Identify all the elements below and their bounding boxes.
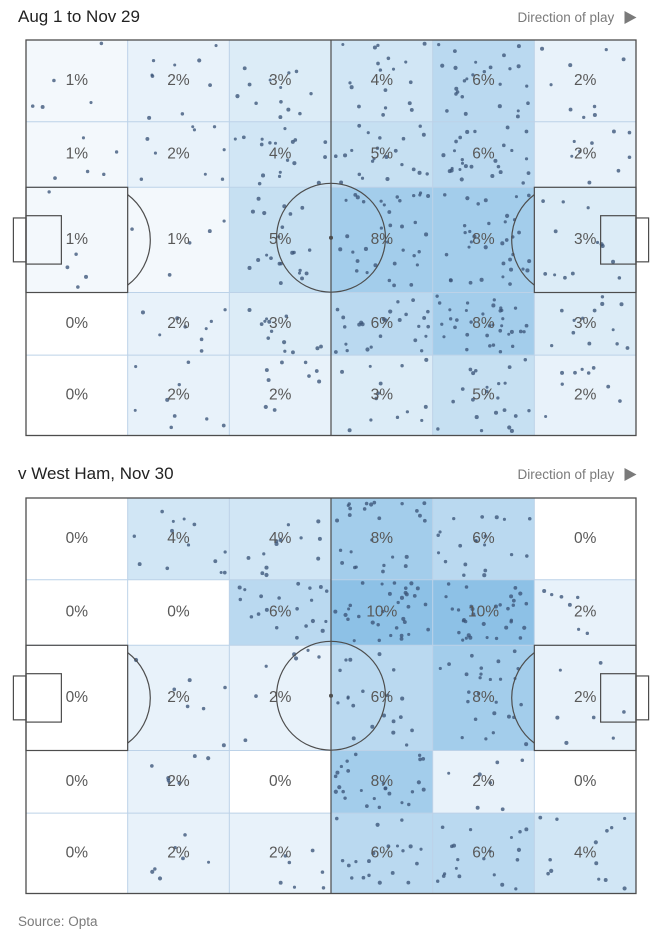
svg-text:8%: 8% xyxy=(472,315,495,332)
svg-text:10%: 10% xyxy=(366,604,397,621)
svg-text:2%: 2% xyxy=(269,844,292,861)
svg-text:1%: 1% xyxy=(167,231,190,248)
svg-text:0%: 0% xyxy=(574,773,597,790)
svg-text:2%: 2% xyxy=(574,604,597,621)
svg-text:0%: 0% xyxy=(66,773,89,790)
svg-text:8%: 8% xyxy=(371,530,394,547)
svg-text:4%: 4% xyxy=(574,844,597,861)
svg-text:0%: 0% xyxy=(574,530,597,547)
svg-text:6%: 6% xyxy=(269,604,292,621)
svg-text:2%: 2% xyxy=(574,689,597,706)
svg-text:8%: 8% xyxy=(472,689,495,706)
svg-text:2%: 2% xyxy=(472,773,495,790)
svg-text:10%: 10% xyxy=(468,604,499,621)
svg-text:2%: 2% xyxy=(167,773,190,790)
svg-text:2%: 2% xyxy=(574,386,597,403)
svg-text:2%: 2% xyxy=(167,844,190,861)
svg-text:1%: 1% xyxy=(66,72,89,89)
svg-text:6%: 6% xyxy=(472,844,495,861)
svg-text:0%: 0% xyxy=(66,844,89,861)
svg-text:0%: 0% xyxy=(66,386,89,403)
svg-text:3%: 3% xyxy=(269,72,292,89)
svg-text:0%: 0% xyxy=(66,604,89,621)
svg-text:2%: 2% xyxy=(167,146,190,163)
svg-text:6%: 6% xyxy=(371,689,394,706)
svg-text:6%: 6% xyxy=(472,530,495,547)
svg-text:8%: 8% xyxy=(472,231,495,248)
svg-text:3%: 3% xyxy=(574,231,597,248)
svg-text:2%: 2% xyxy=(167,689,190,706)
svg-text:0%: 0% xyxy=(269,773,292,790)
svg-text:2%: 2% xyxy=(269,386,292,403)
svg-text:2%: 2% xyxy=(574,72,597,89)
svg-text:6%: 6% xyxy=(371,844,394,861)
svg-text:5%: 5% xyxy=(269,231,292,248)
svg-text:2%: 2% xyxy=(167,315,190,332)
svg-text:4%: 4% xyxy=(371,72,394,89)
svg-text:6%: 6% xyxy=(371,315,394,332)
svg-text:3%: 3% xyxy=(371,386,394,403)
svg-text:2%: 2% xyxy=(167,72,190,89)
svg-text:0%: 0% xyxy=(167,604,190,621)
svg-text:5%: 5% xyxy=(371,146,394,163)
svg-text:0%: 0% xyxy=(66,315,89,332)
svg-text:3%: 3% xyxy=(269,315,292,332)
svg-text:2%: 2% xyxy=(167,386,190,403)
svg-text:6%: 6% xyxy=(472,72,495,89)
svg-text:4%: 4% xyxy=(269,530,292,547)
svg-text:2%: 2% xyxy=(574,146,597,163)
svg-text:3%: 3% xyxy=(574,315,597,332)
svg-text:5%: 5% xyxy=(472,386,495,403)
svg-text:8%: 8% xyxy=(371,231,394,248)
svg-text:6%: 6% xyxy=(472,146,495,163)
svg-text:4%: 4% xyxy=(269,146,292,163)
svg-text:2%: 2% xyxy=(269,689,292,706)
svg-text:8%: 8% xyxy=(371,773,394,790)
svg-text:4%: 4% xyxy=(167,530,190,547)
svg-text:0%: 0% xyxy=(66,689,89,706)
svg-text:1%: 1% xyxy=(66,231,89,248)
svg-text:1%: 1% xyxy=(66,146,89,163)
svg-text:0%: 0% xyxy=(66,530,89,547)
